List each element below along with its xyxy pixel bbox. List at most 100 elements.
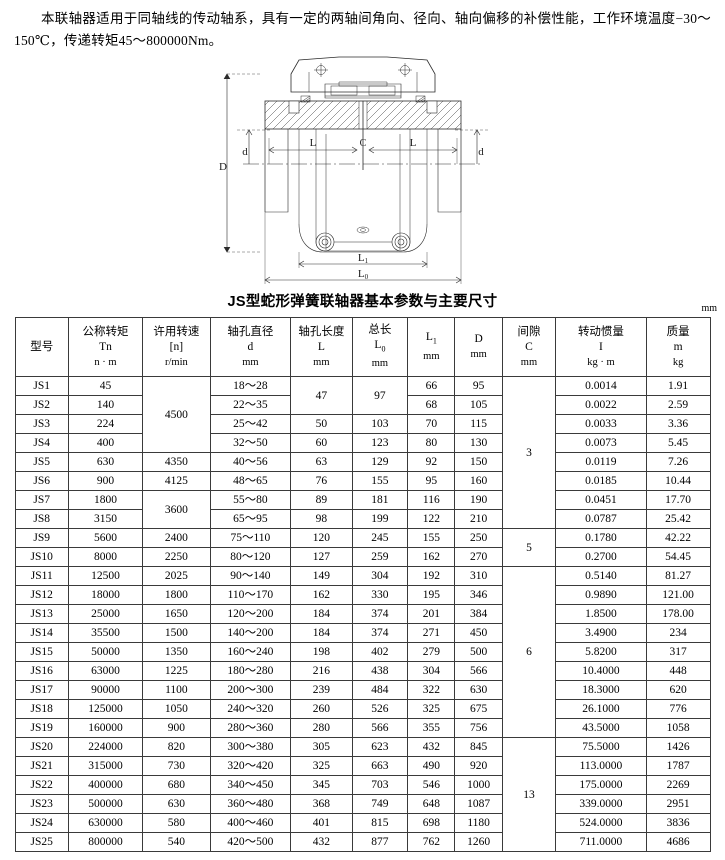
cell-bore-length: 98 [290, 509, 353, 529]
cell-total-length: 123 [351, 433, 409, 453]
cell-outer-diameter: 630 [454, 680, 503, 700]
cell-moment-of-inertia: 5.8200 [555, 642, 647, 662]
cell-total-length: 663 [351, 756, 409, 776]
cell-mass: 1426 [645, 737, 711, 757]
cell-model: JS4 [14, 433, 69, 453]
cell-outer-diameter: 160 [454, 471, 503, 491]
cell-model: JS1 [14, 376, 69, 396]
cell-total-length: 402 [351, 642, 409, 662]
cell-mass: 234 [645, 623, 711, 643]
cell-allowable-speed: 540 [141, 832, 211, 852]
dim-label-L-right: L [409, 137, 416, 149]
header-cn: 轴孔长度 [298, 325, 345, 338]
cell-allowable-speed: 1100 [141, 680, 211, 700]
column-header-total-length: 总长 L0 mm [351, 317, 409, 377]
table-row: JS14 35500 1500 140～200 184 374 271 450 3.4900 23… [14, 623, 711, 643]
column-header-bore-diameter: 轴孔直径 d mm [209, 317, 292, 377]
table-row: JS12 18000 1800 110～170 162 330 195 346 0.9890 12… [14, 585, 711, 605]
header-sym: D [474, 333, 483, 345]
cell-nominal-torque: 160000 [67, 718, 143, 738]
column-header-bore-length: 轴孔长度 L mm [290, 317, 353, 377]
cell-nominal-torque: 3150 [67, 509, 143, 529]
cell-model: JS11 [14, 566, 69, 586]
cell-moment-of-inertia: 1.8500 [555, 604, 647, 624]
table-row: JS3 224 25～42 50 103 70 115 0.0033 3.36 [14, 414, 711, 434]
cell-moment-of-inertia: 10.4000 [555, 661, 647, 681]
cell-total-length: 181 [351, 490, 409, 510]
cell-moment-of-inertia: 175.0000 [555, 775, 647, 795]
cell-mass: 317 [645, 642, 711, 662]
cell-outer-diameter: 105 [454, 395, 503, 415]
cell-mass: 1787 [645, 756, 711, 776]
cell-bore-diameter: 200～300 [209, 680, 292, 700]
cell-mass: 81.27 [645, 566, 711, 586]
cell-allowable-speed: 1500 [141, 623, 211, 643]
header-unit: kg [672, 356, 684, 368]
cell-bore-length: 345 [290, 775, 353, 795]
table-row: JS18 125000 1050 240～320 260 526 325 675 26.1000… [14, 699, 711, 719]
header-cn: 轴孔直径 [227, 325, 274, 338]
cell-mass: 7.26 [645, 452, 711, 472]
cell-total-length: 374 [351, 623, 409, 643]
cell-moment-of-inertia: 113.0000 [555, 756, 647, 776]
dim-label-L1: L1 [357, 252, 368, 265]
cell-l1: 325 [407, 699, 456, 719]
cell-bore-length: 47 [290, 376, 353, 415]
cell-model: JS13 [14, 604, 69, 624]
column-header-allowable-speed: 许用转速 [n] r/min [141, 317, 211, 377]
cell-moment-of-inertia: 0.0033 [555, 414, 647, 434]
header-unit: mm [520, 356, 538, 368]
header-unit: mm [423, 350, 440, 362]
cell-l1: 116 [407, 490, 456, 510]
cell-mass: 10.44 [645, 471, 711, 491]
cell-bore-diameter: 400～460 [209, 813, 292, 833]
cell-bore-length: 162 [290, 585, 353, 605]
cell-l1: 762 [407, 832, 456, 852]
cell-bore-diameter: 90～140 [209, 566, 292, 586]
table-row: JS9 5600 2400 75～110 120 245 155 250 5 0.1780 42.2… [14, 528, 711, 567]
cell-bore-length: 239 [290, 680, 353, 700]
cell-bore-length: 50 [290, 414, 353, 434]
header-cn: 总长 [368, 323, 392, 336]
cell-nominal-torque: 25000 [67, 604, 143, 624]
cell-mass: 3836 [645, 813, 711, 833]
cell-bore-length: 76 [290, 471, 353, 491]
cell-l1: 698 [407, 813, 456, 833]
table-row: JS10 8000 2250 80～120 127 259 162 270 0.2700 54.4… [14, 547, 711, 567]
table-row: JS15 50000 1350 160～240 198 402 279 500 5.8200 31… [14, 642, 711, 662]
cell-bore-length: 89 [290, 490, 353, 510]
cell-total-length: 129 [351, 452, 409, 472]
cell-moment-of-inertia: 711.0000 [555, 832, 647, 852]
table-row: JS17 90000 1100 200～300 239 484 322 630 18.3000 6… [14, 680, 711, 700]
cell-mass: 1.91 [645, 376, 711, 396]
cell-mass: 121.00 [645, 585, 711, 605]
cell-bore-diameter: 25～42 [209, 414, 292, 434]
cell-moment-of-inertia: 0.0022 [555, 395, 647, 415]
header-unit: n · m [94, 356, 117, 368]
cell-mass: 1058 [645, 718, 711, 738]
cell-allowable-speed: 900 [141, 718, 211, 738]
cell-l1: 192 [407, 566, 456, 586]
cell-nominal-torque: 1800 [67, 490, 143, 510]
cell-bore-diameter: 160～240 [209, 642, 292, 662]
cell-total-length: 815 [351, 813, 409, 833]
cell-l1: 279 [407, 642, 456, 662]
cell-model: JS17 [14, 680, 69, 700]
cell-moment-of-inertia: 18.3000 [555, 680, 647, 700]
cell-total-length: 304 [351, 566, 409, 586]
cell-bore-length: 280 [290, 718, 353, 738]
cell-moment-of-inertia: 26.1000 [555, 699, 647, 719]
cell-mass: 42.22 [645, 528, 711, 548]
cell-model: JS2 [14, 395, 69, 415]
cell-allowable-speed: 580 [141, 813, 211, 833]
parameters-table: 型号 公称转矩 Tn n · m 许用转速 [n] r/min 轴孔直径 d m… [14, 317, 711, 852]
cell-bore-length: 401 [290, 813, 353, 833]
header-sym: I [599, 340, 603, 353]
table-row: JS20 224000 820 300～380 305 623 432 845 13 75.500… [14, 737, 711, 852]
cell-mass: 2269 [645, 775, 711, 795]
cell-mass: 776 [645, 699, 711, 719]
cell-nominal-torque: 45 [67, 376, 143, 396]
cell-bore-diameter: 48～65 [209, 471, 292, 491]
cell-moment-of-inertia: 75.5000 [555, 737, 647, 757]
cell-moment-of-inertia: 0.0787 [555, 509, 647, 529]
